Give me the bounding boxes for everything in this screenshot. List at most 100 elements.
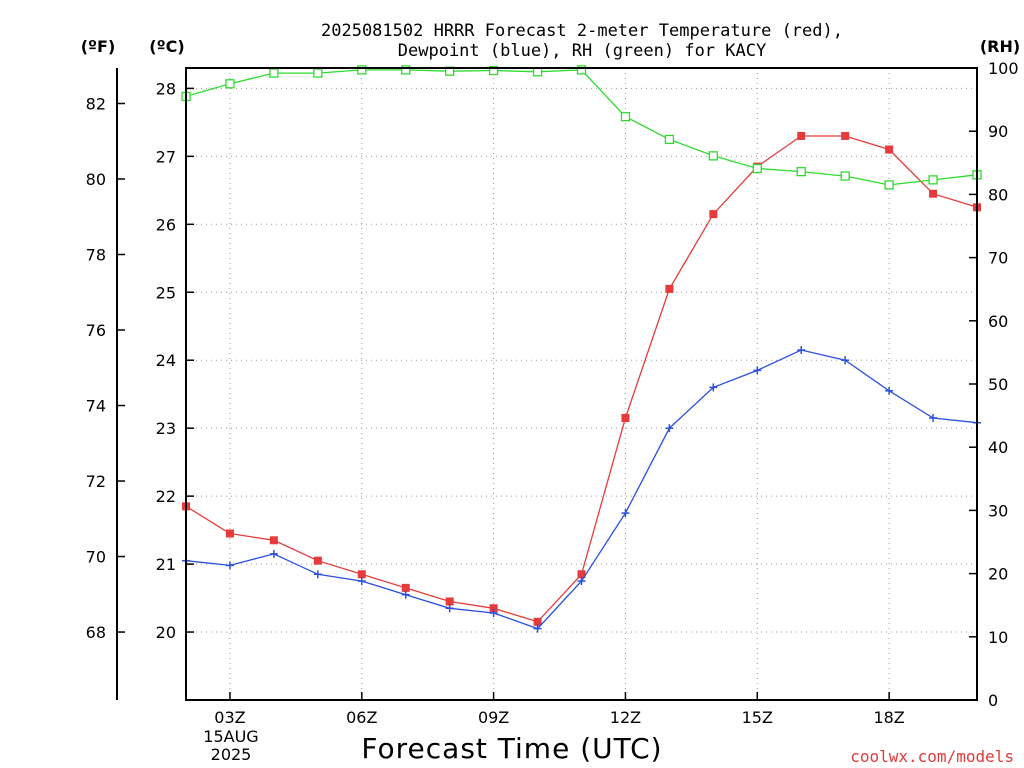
x-tick-label: 06Z: [346, 708, 377, 727]
fahrenheit-tick-label: 72: [86, 472, 106, 491]
fahrenheit-tick-label: 70: [86, 548, 106, 567]
fahrenheit-tick-label: 74: [86, 397, 106, 416]
dewpoint-line: [185, 349, 978, 630]
rh-point: [225, 79, 235, 89]
temperature-point: [665, 284, 674, 293]
rh-point: [664, 134, 675, 145]
temperature-point: [401, 583, 410, 592]
celsius-tick-label: 26: [156, 215, 176, 234]
dewpoint-point: [401, 590, 410, 599]
dewpoint-point: [797, 346, 806, 355]
rh-point: [357, 65, 367, 75]
rh-point: [796, 166, 806, 177]
celsius-tick-label: 20: [156, 623, 176, 642]
rh-tick-label: 40: [988, 438, 1008, 457]
celsius-tick-label: 25: [156, 283, 176, 302]
rh-point: [313, 68, 323, 78]
celsius-tick-label: 28: [156, 79, 176, 98]
unit-label-celsius: (ºC): [149, 37, 184, 56]
dewpoint-point: [313, 570, 322, 579]
x-axis-label: Forecast Time (UTC): [361, 732, 662, 765]
fahrenheit-tick-label: 68: [86, 623, 106, 642]
temperature-point: [225, 529, 234, 538]
chart-title-line-1: 2025081502 HRRR Forecast 2-meter Tempera…: [321, 21, 843, 41]
dewpoint-point: [885, 386, 894, 395]
fahrenheit-tick-label: 78: [86, 246, 106, 265]
temperature-point: [269, 536, 278, 545]
celsius-tick-label: 23: [156, 419, 176, 438]
rh-point: [752, 163, 762, 174]
fahrenheit-tick-label: 82: [86, 94, 106, 113]
celsius-tick-label: 21: [156, 555, 176, 574]
dewpoint-point: [225, 561, 234, 570]
rh-tick-label: 20: [988, 565, 1008, 584]
temperature-point: [445, 597, 454, 606]
dewpoint-point: [709, 383, 718, 392]
rh-line: [185, 69, 978, 186]
temperature-point: [313, 556, 322, 565]
rh-point: [401, 65, 411, 75]
dewpoint-point: [841, 356, 850, 365]
temperature-point: [797, 131, 806, 140]
unit-label-rh: (RH): [980, 37, 1020, 56]
celsius-tick-label: 24: [156, 351, 176, 370]
dewpoint-point: [621, 509, 630, 518]
fahrenheit-tick-label: 76: [86, 321, 106, 340]
temperature-point: [709, 210, 718, 219]
rh-point: [269, 68, 279, 78]
rh-point: [708, 151, 718, 161]
celsius-tick-label: 27: [156, 147, 176, 166]
rh-tick-label: 0: [988, 691, 998, 710]
dewpoint-point: [445, 604, 454, 613]
credit-text: coolwx.com/models: [850, 747, 1014, 766]
rh-tick-label: 10: [988, 628, 1008, 647]
temperature-point: [841, 131, 850, 140]
dewpoint-point: [665, 424, 674, 433]
temperature-series: [182, 131, 981, 626]
dewpoint-point: [577, 577, 586, 586]
dewpoint-point: [489, 609, 498, 618]
dewpoint-point: [533, 624, 542, 633]
celsius-tick-label: 22: [156, 487, 176, 506]
x-date-line-1: 15AUG: [203, 727, 258, 746]
x-tick-label: 18Z: [873, 708, 904, 727]
dewpoint-point: [357, 577, 366, 586]
rh-point: [928, 175, 938, 185]
temperature-point: [533, 617, 542, 626]
x-tick-label: 09Z: [478, 708, 509, 727]
rh-tick-label: 30: [988, 501, 1008, 520]
x-tick-label: 12Z: [610, 708, 641, 727]
chart-title-line-2: Dewpoint (blue), RH (green) for KACY: [398, 41, 766, 61]
temperature-line: [185, 135, 978, 623]
rh-tick-label: 100: [988, 59, 1019, 78]
axis-ticks: 20 21 22 23 24 25 26 27 28 03Z 06Z 09Z 12Z 15Z 18Z 68 70…: [86, 59, 1019, 727]
temperature-point: [489, 604, 498, 613]
series-layer: [181, 65, 982, 633]
temperature-point: [621, 413, 630, 422]
rh-point: [884, 180, 894, 190]
dewpoint-point: [269, 549, 278, 558]
x-date-line-2: 2025: [211, 745, 252, 764]
rh-point: [488, 65, 499, 76]
grid-lines: [186, 68, 977, 700]
temperature-point: [929, 189, 938, 198]
rh-tick-label: 70: [988, 249, 1008, 268]
unit-label-fahrenheit: (ºF): [81, 37, 116, 56]
temperature-point: [885, 145, 894, 154]
x-tick-label: 03Z: [214, 708, 245, 727]
rh-series: [181, 65, 982, 190]
rh-point: [620, 112, 631, 122]
rh-point: [840, 171, 850, 181]
dewpoint-point: [753, 366, 762, 375]
temperature-point: [577, 570, 586, 579]
plot-frame: [185, 67, 978, 701]
temperature-point: [357, 570, 366, 579]
dewpoint-series: [182, 346, 981, 633]
dewpoint-point: [929, 413, 938, 422]
rh-tick-label: 60: [988, 312, 1008, 331]
fahrenheit-tick-label: 80: [86, 170, 106, 189]
rh-tick-label: 90: [988, 122, 1008, 141]
rh-tick-label: 50: [988, 375, 1008, 394]
rh-tick-label: 80: [988, 185, 1008, 204]
